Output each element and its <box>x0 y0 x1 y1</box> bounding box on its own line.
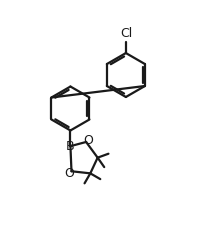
Text: B: B <box>66 140 75 153</box>
Text: Cl: Cl <box>120 28 132 41</box>
Text: O: O <box>64 167 74 180</box>
Text: O: O <box>84 134 93 147</box>
